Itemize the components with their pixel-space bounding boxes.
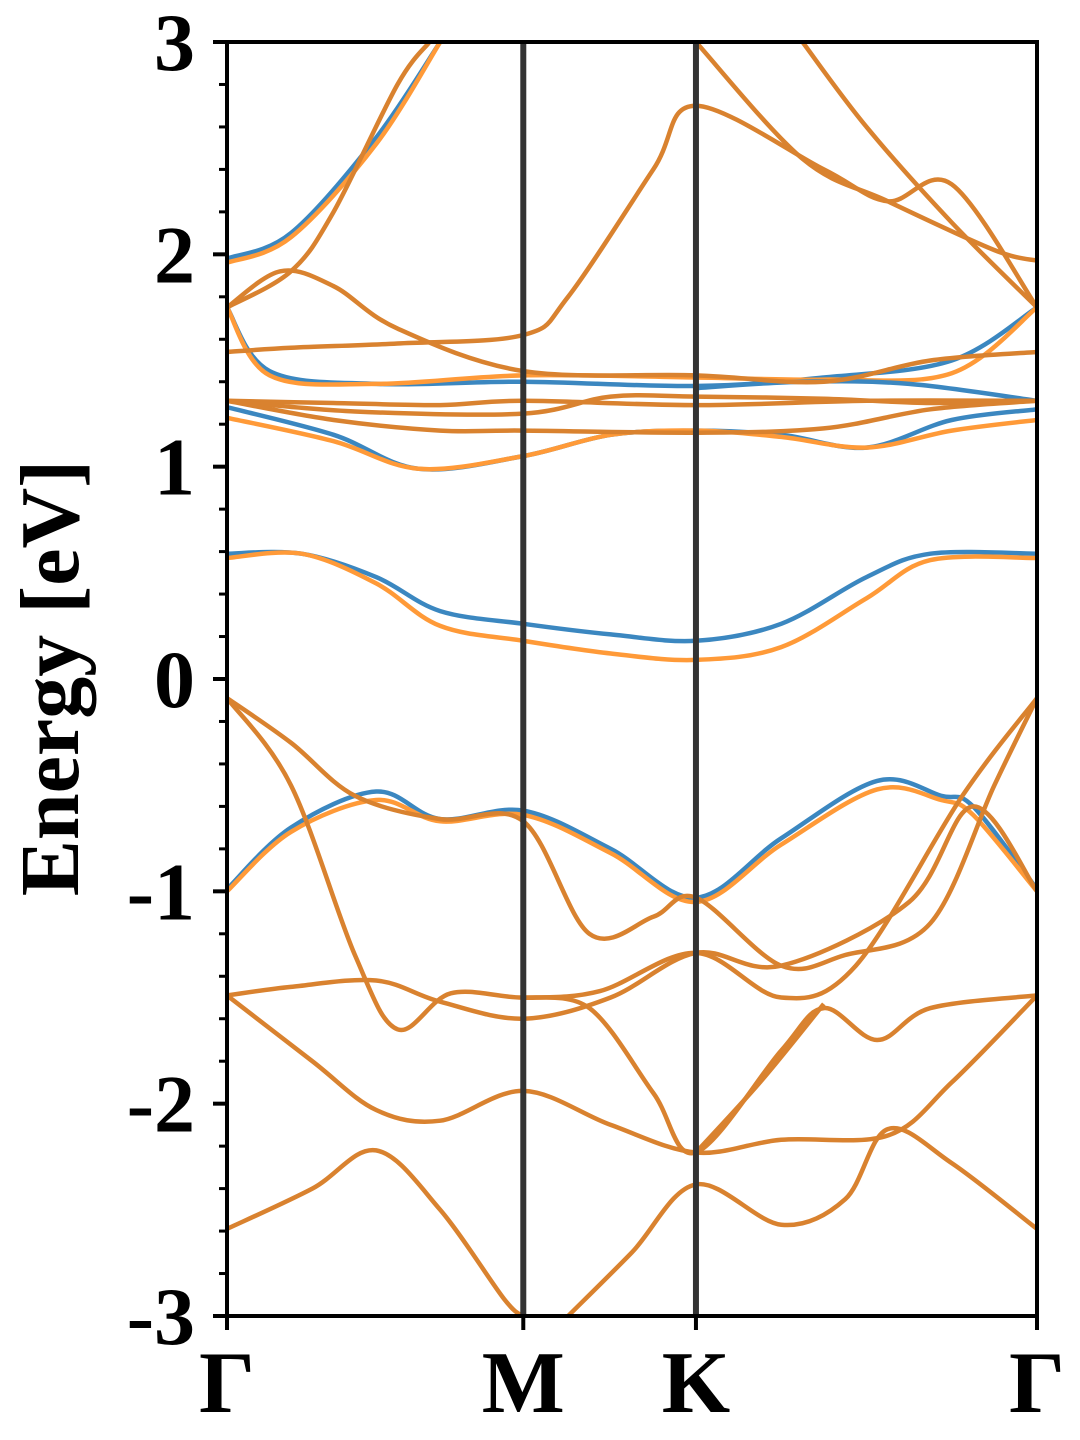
- band-line-4: [227, 785, 1037, 905]
- band-line-24: [522, 993, 1037, 1156]
- band-line-21: [227, 696, 1037, 1033]
- band-line-22: [227, 804, 1037, 1021]
- band-line-15: [227, 103, 1037, 355]
- band-line-3: [227, 777, 1037, 900]
- y-tick-label: 0: [154, 634, 195, 725]
- y-tick-label: -3: [127, 1271, 195, 1362]
- x-tick-label: M: [482, 1335, 565, 1432]
- y-tick-label: -1: [127, 846, 195, 937]
- y-tick-label: -2: [127, 1059, 195, 1150]
- band-line-27: [694, 1002, 826, 1155]
- band-line-6: [227, 415, 1037, 472]
- band-line-17: [227, 42, 432, 310]
- plot-frame: [225, 40, 1039, 1318]
- band-line-8: [227, 42, 443, 265]
- x-tick-label: Γ: [199, 1335, 255, 1432]
- band-curves: [227, 42, 1037, 1316]
- high-symmetry-lines: [520, 42, 699, 1316]
- band-line-16: [227, 268, 1037, 385]
- x-tick-label: Γ: [1009, 1335, 1065, 1432]
- band-line-9: [227, 305, 1037, 389]
- band-line-26: [566, 1125, 1037, 1316]
- band-line-20: [227, 696, 1037, 972]
- band-line-18: [694, 42, 1037, 263]
- y-tick-label: 1: [154, 422, 195, 513]
- band-line-11: [695, 378, 1037, 404]
- y-tick-label: 3: [154, 0, 195, 88]
- band-line-14: [227, 398, 1037, 435]
- band-line-19: [800, 42, 1037, 309]
- x-tick-label: K: [662, 1335, 730, 1432]
- band-line-7: [227, 42, 443, 261]
- band-line-25: [227, 1147, 525, 1316]
- y-axis-ticks: -3 -2 -1 0 1 2 3: [127, 0, 227, 1362]
- y-axis-label: Energy [eV]: [4, 460, 97, 896]
- y-tick-label: 2: [154, 209, 195, 300]
- band-line-13: [227, 393, 1037, 417]
- band-line-1: [227, 549, 1037, 644]
- band-line-2: [227, 550, 1037, 663]
- band-line-23: [227, 993, 1037, 1156]
